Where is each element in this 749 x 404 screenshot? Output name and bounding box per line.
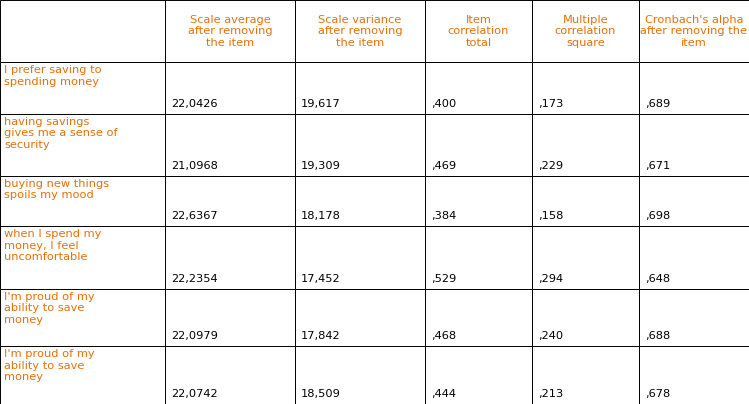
Text: when I spend my
money, I feel
uncomfortable: when I spend my money, I feel uncomforta… [4, 229, 101, 263]
Text: I'm proud of my
ability to save
money: I'm proud of my ability to save money [4, 349, 94, 383]
Text: ,678: ,678 [645, 389, 670, 399]
Bar [165, 0, 295, 62]
Text: ,529: ,529 [431, 274, 456, 284]
Bar [532, 0, 639, 62]
Text: 22,2354: 22,2354 [171, 274, 218, 284]
Bar [532, 226, 639, 288]
Bar [425, 114, 532, 176]
Text: Item
correlation
total: Item correlation total [448, 15, 509, 48]
Text: 21,0968: 21,0968 [171, 161, 218, 171]
Text: 22,0742: 22,0742 [171, 389, 218, 399]
Bar [425, 226, 532, 288]
Text: 22,6367: 22,6367 [171, 211, 218, 221]
Text: 17,452: 17,452 [301, 274, 341, 284]
Text: ,689: ,689 [645, 99, 670, 109]
Bar [425, 176, 532, 226]
Text: buying new things
spoils my mood: buying new things spoils my mood [4, 179, 109, 200]
Text: Cronbach's alpha
after removing the
item: Cronbach's alpha after removing the item [640, 15, 748, 48]
Text: I prefer saving to
spending money: I prefer saving to spending money [4, 65, 102, 87]
Text: 19,309: 19,309 [301, 161, 341, 171]
Bar [532, 62, 639, 114]
Text: 18,509: 18,509 [301, 389, 341, 399]
Bar [165, 226, 295, 288]
Bar [425, 62, 532, 114]
Text: ,229: ,229 [538, 161, 563, 171]
Text: ,648: ,648 [645, 274, 670, 284]
Text: Scale average
after removing
the item: Scale average after removing the item [188, 15, 273, 48]
Bar [0, 288, 165, 346]
Bar [295, 0, 425, 62]
Bar [0, 62, 165, 114]
Bar [295, 226, 425, 288]
Bar [295, 176, 425, 226]
Bar [295, 346, 425, 404]
Bar [0, 0, 165, 62]
Text: ,400: ,400 [431, 99, 456, 109]
Text: 17,842: 17,842 [301, 331, 341, 341]
Bar [425, 0, 532, 62]
Bar [639, 62, 749, 114]
Text: Scale variance
after removing
the item: Scale variance after removing the item [318, 15, 402, 48]
Bar [295, 62, 425, 114]
Bar [295, 288, 425, 346]
Text: having savings
gives me a sense of
security: having savings gives me a sense of secur… [4, 117, 118, 150]
Text: ,469: ,469 [431, 161, 456, 171]
Text: ,444: ,444 [431, 389, 456, 399]
Text: I'm proud of my
ability to save
money: I'm proud of my ability to save money [4, 292, 94, 325]
Bar [425, 346, 532, 404]
Text: ,213: ,213 [538, 389, 563, 399]
Bar [532, 114, 639, 176]
Bar [165, 114, 295, 176]
Text: ,468: ,468 [431, 331, 456, 341]
Bar [165, 62, 295, 114]
Bar [165, 288, 295, 346]
Bar [532, 288, 639, 346]
Text: ,384: ,384 [431, 211, 456, 221]
Bar [425, 288, 532, 346]
Bar [0, 346, 165, 404]
Text: Multiple
correlation
square: Multiple correlation square [555, 15, 616, 48]
Bar [532, 176, 639, 226]
Text: ,173: ,173 [538, 99, 563, 109]
Text: 22,0426: 22,0426 [171, 99, 217, 109]
Text: ,294: ,294 [538, 274, 563, 284]
Text: 18,178: 18,178 [301, 211, 341, 221]
Text: ,698: ,698 [645, 211, 670, 221]
Bar [639, 226, 749, 288]
Text: ,240: ,240 [538, 331, 563, 341]
Text: ,688: ,688 [645, 331, 670, 341]
Bar [639, 288, 749, 346]
Bar [0, 226, 165, 288]
Bar [0, 114, 165, 176]
Bar [639, 114, 749, 176]
Bar [295, 114, 425, 176]
Bar [0, 176, 165, 226]
Text: 22,0979: 22,0979 [171, 331, 218, 341]
Text: ,671: ,671 [645, 161, 670, 171]
Bar [165, 346, 295, 404]
Bar [639, 176, 749, 226]
Text: ,158: ,158 [538, 211, 563, 221]
Text: 19,617: 19,617 [301, 99, 341, 109]
Bar [639, 346, 749, 404]
Bar [165, 176, 295, 226]
Bar [532, 346, 639, 404]
Bar [639, 0, 749, 62]
